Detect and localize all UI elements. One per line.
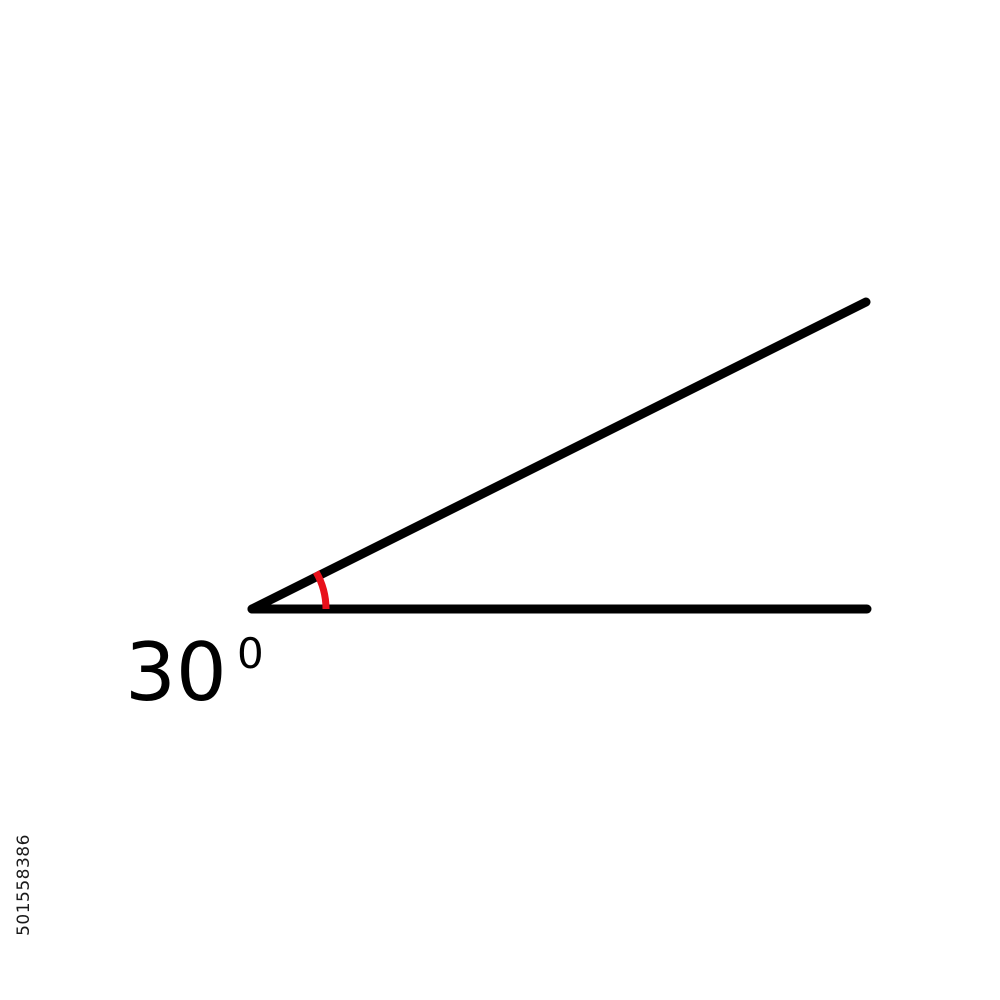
- angle-degree-symbol: 0: [237, 629, 264, 678]
- angle-arc: [313, 570, 330, 610]
- stock-id-text: 501558386: [14, 834, 34, 936]
- angle-value-label: 30: [125, 626, 227, 719]
- stock-id-watermark: 501558386: [4, 765, 44, 1000]
- angle-ray-upper: [247, 297, 871, 614]
